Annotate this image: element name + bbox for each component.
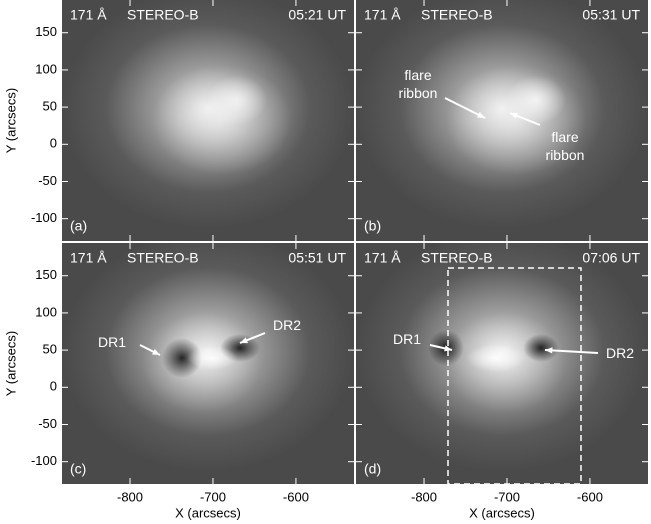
arrow-shaft [544,349,599,354]
x-axis-label: X (arcsecs) [469,505,535,520]
y-tick-label: -50 [38,416,57,431]
annotation-line: flare [551,129,578,145]
panel: 171 Å STEREO-B 07:06 UT (d) -800 -700 -600 DR1 D… [356,243,648,504]
arrow-shaft [444,97,486,119]
y-tick-label: 50 [43,99,57,114]
annotation-line: DR1 [393,331,421,347]
panel-label: (a) [70,218,87,234]
annotation-line: DR2 [273,317,301,333]
time: 07:06 UT [582,250,640,266]
y-tick-label: 150 [35,24,57,39]
annotation: DR2 [606,345,634,361]
image-feature [207,75,267,125]
instrument: STEREO-B [127,7,199,23]
arrow-head [444,345,452,352]
x-axis-label: X (arcsecs) [175,505,241,520]
annotation-line: DR1 [98,334,126,350]
wavelength: 171 Å [364,7,401,23]
y-tick-label: 150 [35,267,57,282]
time: 05:21 UT [288,7,346,23]
annotation: flare ribbon [546,129,585,163]
panel-label: (d) [364,461,381,477]
x-tick-label: -700 [494,489,520,504]
image-feature [162,338,202,378]
annotation-line: flare [404,67,431,83]
arrow-head [510,112,518,119]
y-tick-label: -100 [31,210,57,225]
panel: 171 Å STEREO-B 05:51 UT (c) -800 -700 -600 -100… [31,243,354,504]
y-tick-label: 50 [43,342,57,357]
instrument: STEREO-B [421,7,493,23]
panel: 171 Å STEREO-B 05:21 UT (a) -100 -50 0 50 100 150 [31,0,354,241]
arrow-head [152,348,160,355]
instrument: STEREO-B [127,250,199,266]
y-tick-label: -50 [38,173,57,188]
time: 05:51 UT [288,250,346,266]
wavelength: 171 Å [364,250,401,266]
y-tick-label: 0 [50,379,57,394]
annotation-line: ribbon [546,147,585,163]
y-axis-label: Y (arcsecs) [3,88,18,154]
annotation: DR2 [273,317,301,333]
annotation-line: DR2 [606,345,634,361]
image-feature [187,346,237,370]
x-tick-label: -600 [283,489,309,504]
x-tick-label: -700 [200,489,226,504]
wavelength: 171 Å [70,7,107,23]
wavelength: 171 Å [70,250,107,266]
x-tick-label: -800 [411,489,437,504]
arrow-head [240,337,248,344]
panel: 171 Å STEREO-B 05:31 UT(b)flare ribbonflare… [356,0,648,241]
image-feature [506,75,566,125]
image-feature [523,334,559,362]
instrument: STEREO-B [421,250,493,266]
annotation: DR1 [393,331,421,347]
x-tick-label: -800 [117,489,143,504]
panel-label: (c) [70,461,86,477]
arrow-head [545,347,553,354]
annotation-line: ribbon [399,85,438,101]
time: 05:31 UT [582,7,640,23]
y-tick-label: 100 [35,61,57,76]
selection-box [447,267,582,485]
image-feature [466,344,526,372]
y-tick-label: -100 [31,453,57,468]
y-tick-label: 0 [50,136,57,151]
panel-label: (b) [364,218,381,234]
y-axis-label: Y (arcsecs) [3,331,18,397]
arrow-head [477,111,485,118]
annotation: DR1 [98,334,126,350]
x-tick-label: -600 [577,489,603,504]
annotation: flare ribbon [399,67,438,101]
y-tick-label: 100 [35,304,57,319]
